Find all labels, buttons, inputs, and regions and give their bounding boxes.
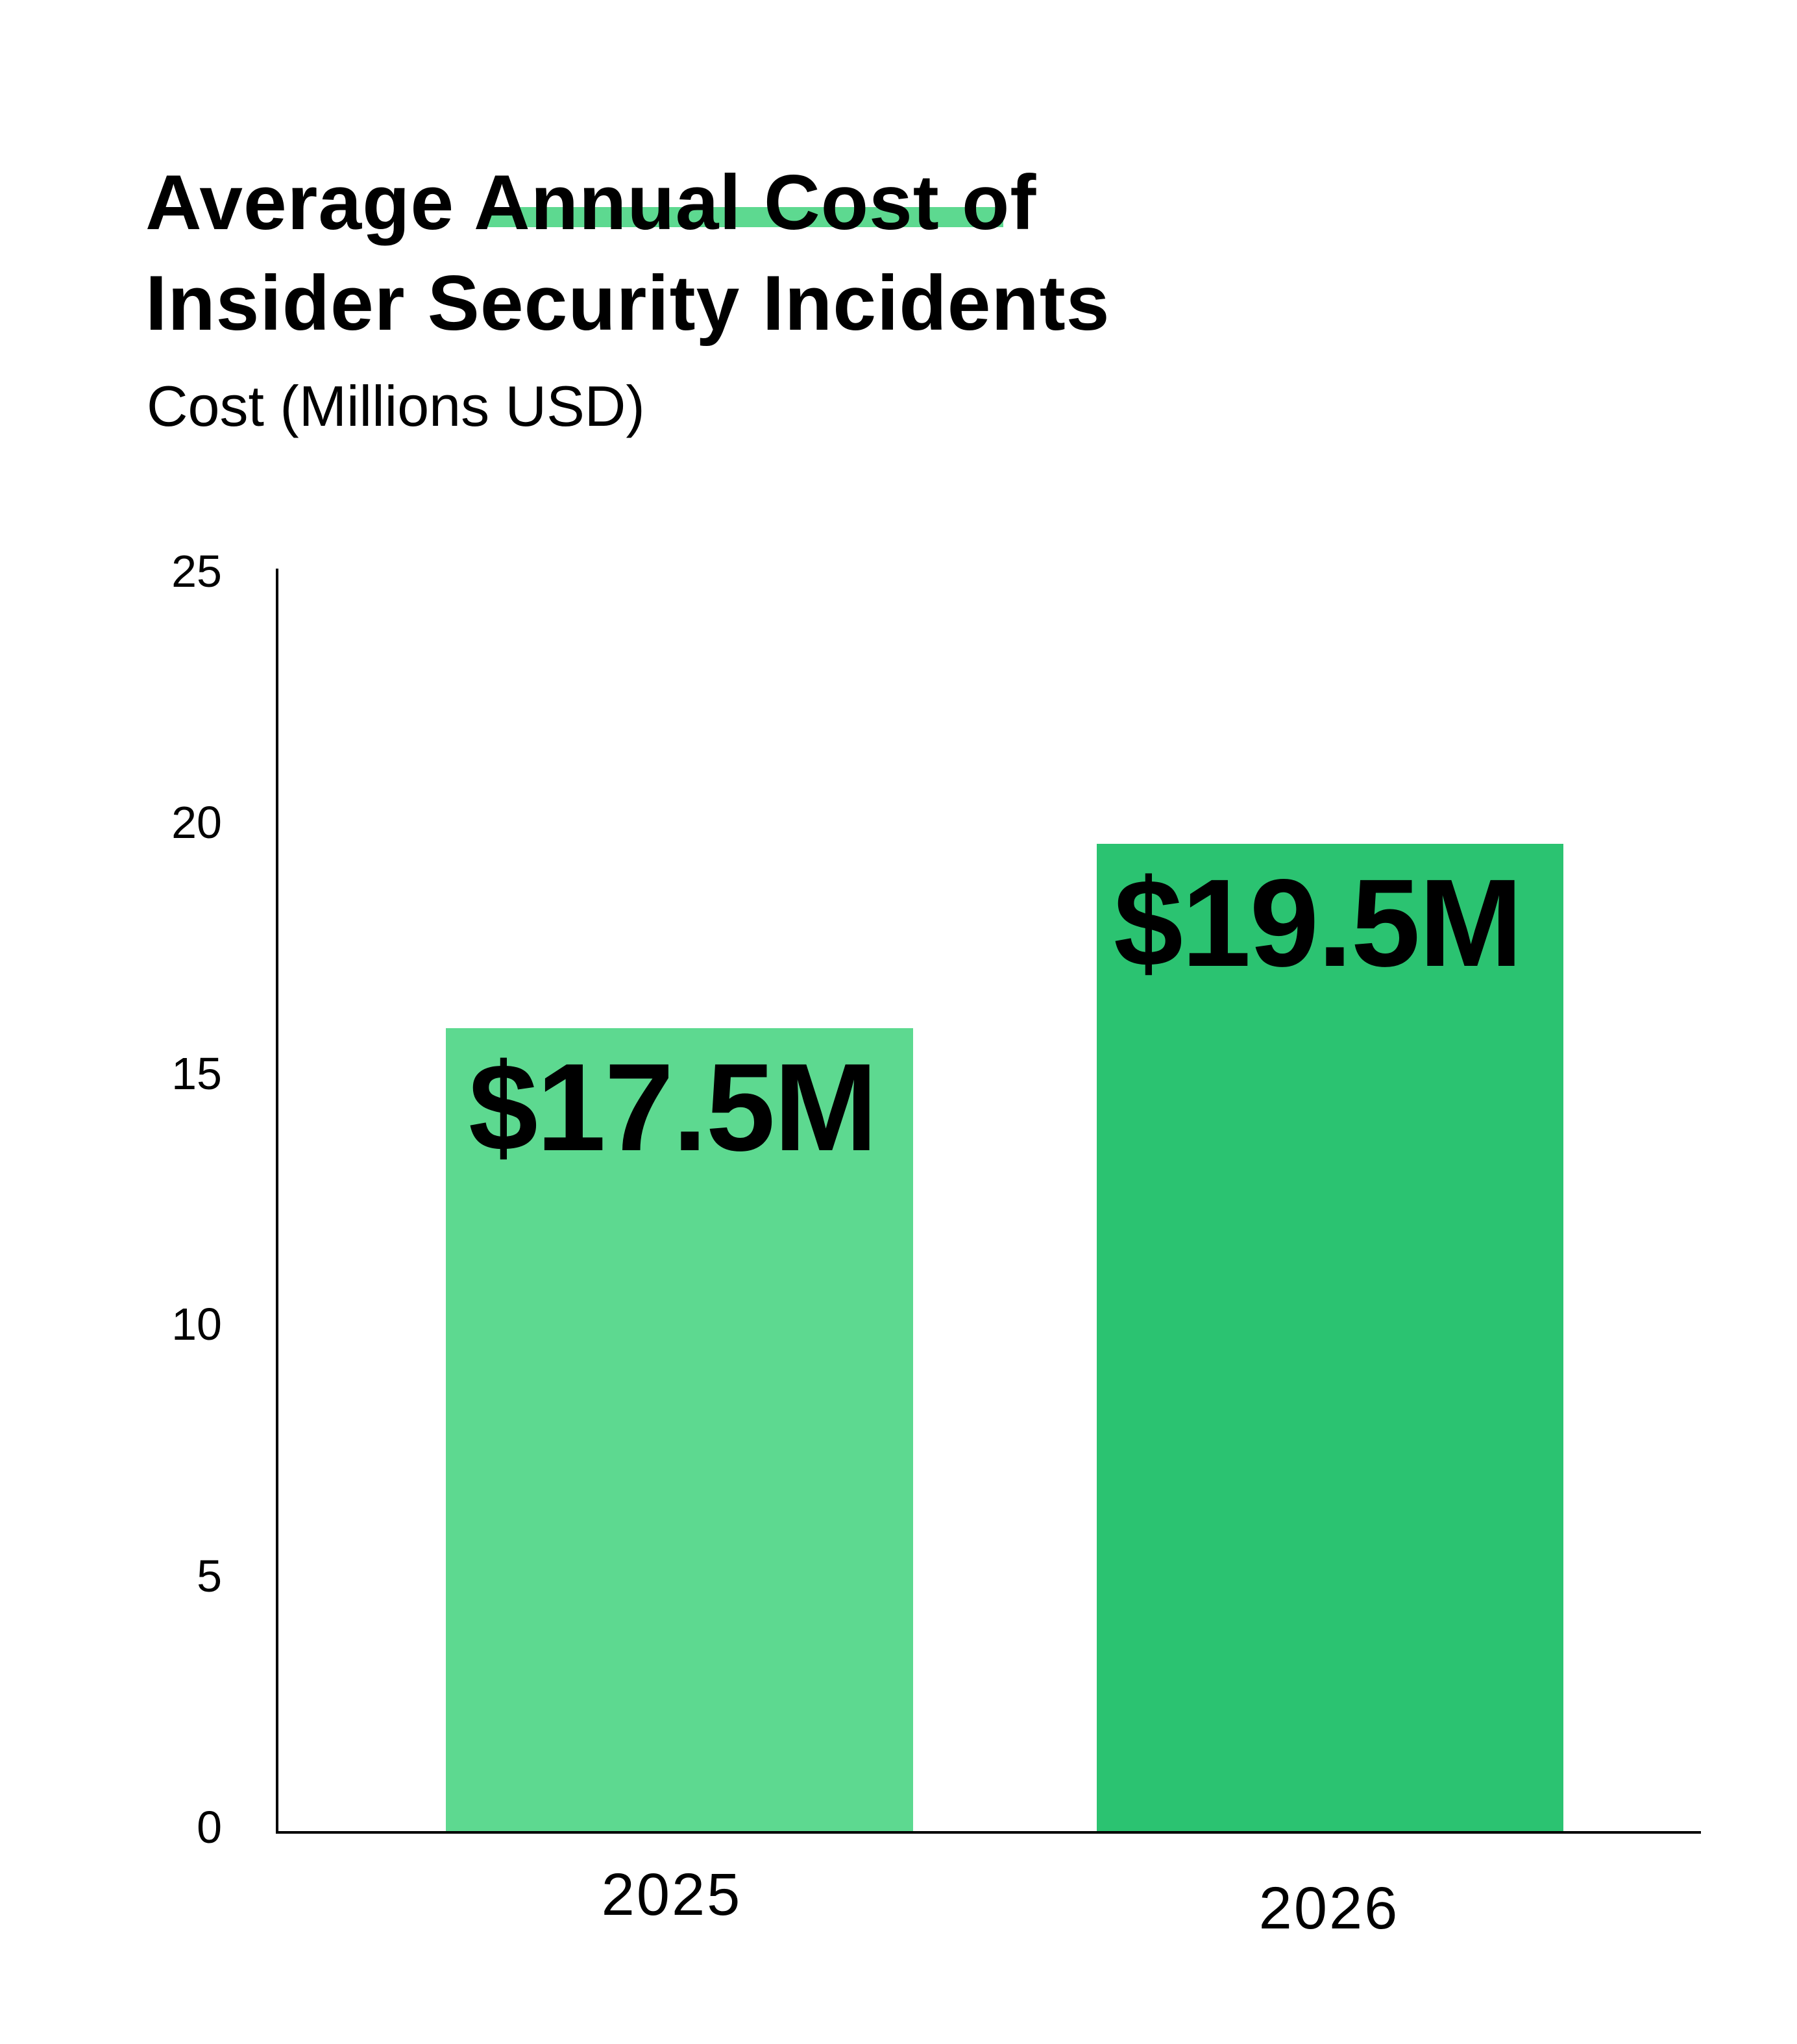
title-text-before: Average (145, 159, 474, 246)
chart-subtitle: Cost (Millions USD) (147, 374, 645, 438)
title-text-after: of (939, 159, 1037, 246)
title-text-line-2: Insider Security Incidents (145, 260, 1110, 347)
y-tick-5: 5 (197, 1551, 222, 1601)
y-tick-15: 15 (171, 1048, 222, 1099)
x-axis-line (276, 1831, 1701, 1834)
bar-2026 (1097, 844, 1563, 1831)
x-category-2025: 2025 (601, 1862, 742, 1928)
bar-value-label-2026: $19.5M (1114, 853, 1522, 992)
bar-2025 (446, 1028, 913, 1831)
y-tick-25: 25 (171, 546, 222, 597)
y-axis-line (276, 569, 278, 1834)
title-text-highlighted: Annual Cost (474, 159, 940, 246)
title-line-1: Average Annual Cost of (145, 164, 1036, 241)
y-tick-20: 20 (171, 797, 222, 848)
bar-value-label-2025: $17.5M (469, 1037, 877, 1177)
x-category-2026: 2026 (1258, 1875, 1400, 1941)
title-highlight-bar (488, 207, 1003, 227)
y-tick-10: 10 (171, 1299, 222, 1349)
title-line-2: Insider Security Incidents (145, 264, 1110, 342)
y-tick-0: 0 (197, 1802, 222, 1853)
